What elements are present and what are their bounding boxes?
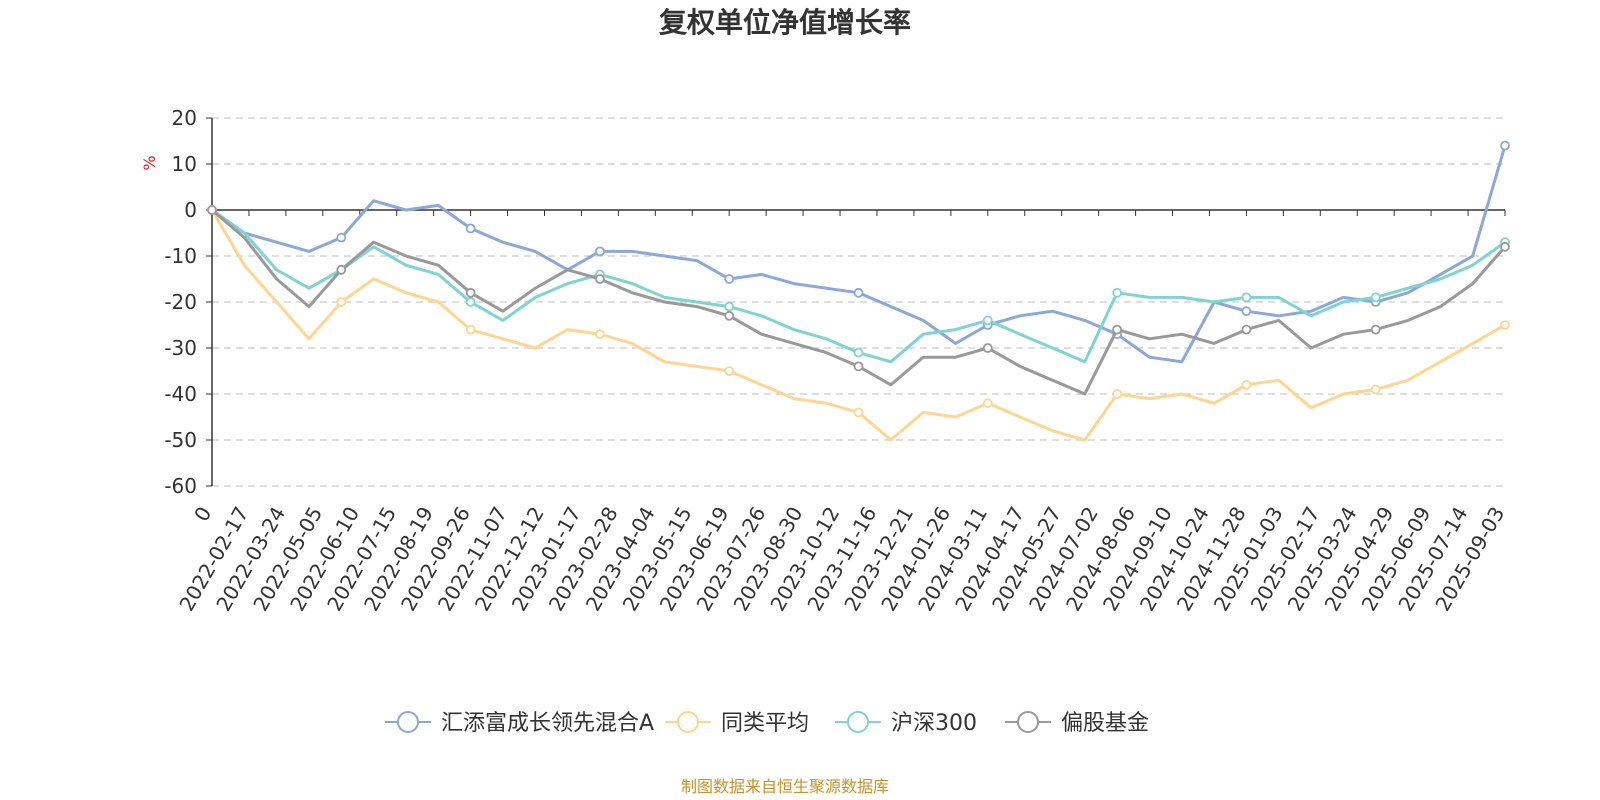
legend-marker [1017, 711, 1039, 733]
series-point [853, 361, 864, 372]
series-point [336, 232, 347, 243]
series-line [211, 145, 1507, 364]
grid-lines [212, 117, 1505, 487]
series-point [595, 246, 605, 257]
legend-label: 偏股基金 [1061, 711, 1149, 736]
series-point [1500, 140, 1510, 151]
y-tick-label: 20 [172, 106, 197, 130]
y-tick-label: -60 [164, 474, 197, 498]
series-point [336, 297, 347, 307]
series-point [465, 287, 476, 298]
series-point [1370, 324, 1381, 335]
series-point [465, 297, 476, 307]
legend[interactable]: 汇添富成长领先混合A 同类平均 沪深300 偏股基金 [385, 711, 1149, 736]
series-point [207, 205, 217, 215]
legend-marker [677, 711, 699, 733]
series-point [1112, 389, 1122, 399]
series-point [465, 324, 476, 335]
legend-label: 沪深300 [891, 711, 977, 736]
series-point [853, 407, 864, 418]
legend-item[interactable]: 同类平均 [665, 711, 809, 736]
legend-marker [847, 711, 869, 733]
y-tick-label: -40 [164, 382, 197, 406]
series-point [465, 223, 476, 234]
y-tick-label: -20 [164, 290, 197, 314]
y-tick-label: -50 [164, 428, 197, 452]
legend-item[interactable]: 汇添富成长领先混合A [385, 711, 654, 736]
series-point [595, 329, 605, 340]
series-point [1241, 324, 1252, 335]
series-point [1500, 241, 1510, 252]
series-point [1241, 306, 1252, 317]
legend-item[interactable]: 偏股基金 [1005, 711, 1149, 736]
series-point [982, 315, 993, 326]
series-point [1241, 379, 1252, 390]
y-tick-label: 0 [184, 198, 197, 222]
series-line [211, 208, 1506, 364]
series-point [336, 264, 347, 275]
series-point [1112, 287, 1122, 298]
series-point [1370, 292, 1381, 303]
y-tick-label: -10 [164, 244, 197, 268]
series-point [595, 274, 605, 284]
series-line [210, 209, 1506, 442]
legend-item[interactable]: 沪深300 [835, 711, 977, 736]
y-tick-label: 10 [172, 152, 197, 176]
series-point [853, 347, 864, 358]
series-point [1370, 384, 1381, 395]
series-point [1500, 320, 1510, 330]
y-axis-unit: % [140, 155, 159, 170]
series-point [1241, 292, 1252, 303]
series-point [724, 366, 735, 376]
series-point [853, 287, 864, 298]
chart-title: 复权单位净值增长率 [659, 6, 911, 39]
source-note: 制图数据来自恒生聚源数据库 [681, 777, 889, 796]
legend-label: 同类平均 [721, 711, 809, 736]
series-point [982, 343, 993, 353]
series-lines [207, 140, 1510, 442]
axes: 20100-10-20-30-40-50-6002022-02-172022-0… [164, 106, 1509, 615]
y-tick-label: -30 [164, 336, 197, 360]
series-point [1112, 324, 1122, 335]
legend-label: 汇添富成长领先混合A [441, 711, 654, 736]
x-tick-label: 0 [189, 503, 216, 526]
legend-marker [397, 711, 419, 733]
series-point [724, 274, 735, 284]
series-point [982, 398, 993, 409]
series-point [724, 310, 735, 321]
series-point [724, 301, 735, 312]
